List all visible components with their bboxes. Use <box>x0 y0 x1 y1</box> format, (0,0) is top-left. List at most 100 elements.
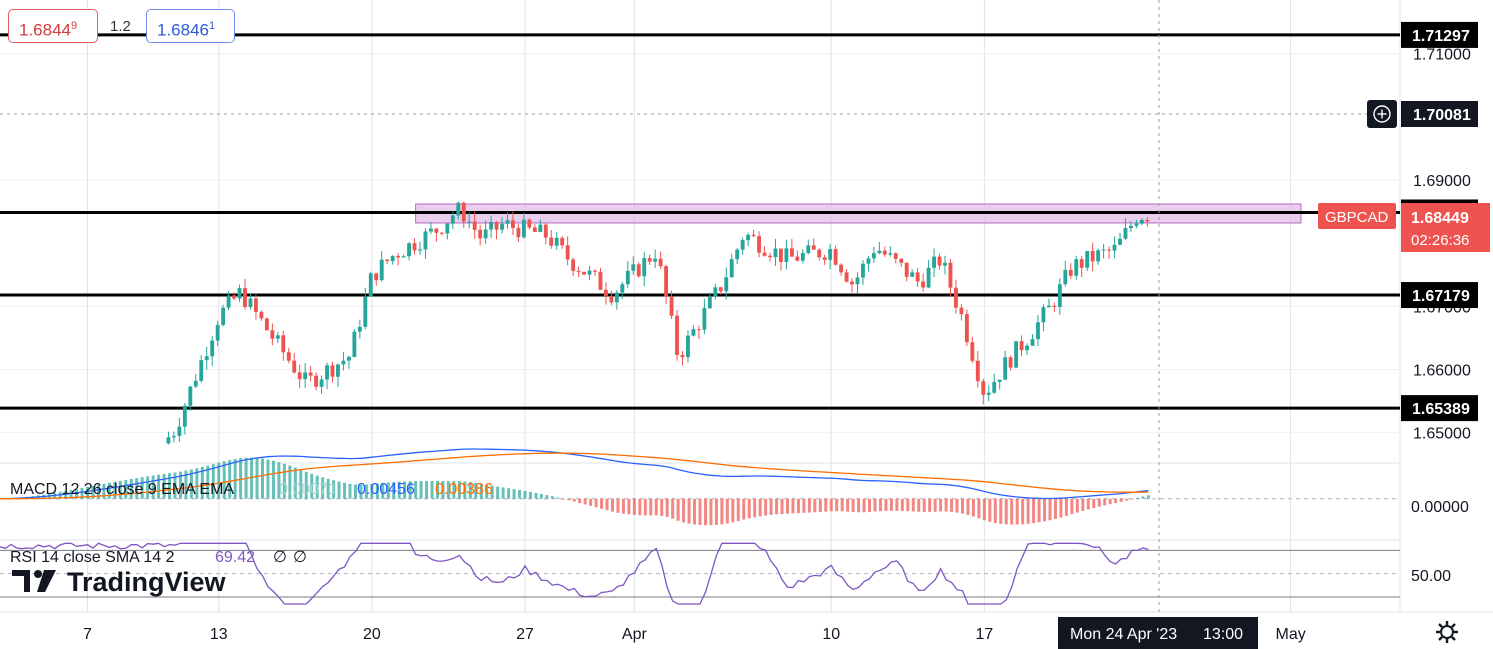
rsi-legend-label[interactable]: RSI 14 close SMA 14 2 <box>10 549 175 566</box>
add-alert-plus-icon[interactable] <box>1367 100 1397 128</box>
macd-histogram-bar <box>567 498 571 501</box>
macd-histogram-bar <box>889 498 893 511</box>
candle-down <box>839 264 844 273</box>
candle-up <box>1041 307 1046 323</box>
macd-histogram-bar <box>1064 498 1068 516</box>
macd-histogram-bar <box>96 484 100 499</box>
candle-down <box>314 375 319 387</box>
macd-histogram-bar <box>151 475 155 499</box>
macd-histogram-bar <box>835 498 839 512</box>
candle-down <box>959 307 964 315</box>
candle-down <box>981 381 986 395</box>
candle-up <box>325 365 329 380</box>
macd-histogram-bar <box>829 498 833 512</box>
macd-histogram-bar <box>310 473 314 499</box>
buy-price-button[interactable]: 1.68461 <box>146 9 235 43</box>
candle-up <box>1036 322 1040 340</box>
candle-down <box>921 281 926 288</box>
candle-up <box>1074 259 1079 276</box>
macd-histogram-bar <box>381 482 385 499</box>
candle-up <box>368 273 373 297</box>
candle-up <box>248 298 253 308</box>
spread-label: 1.2 <box>110 18 131 35</box>
macd-histogram-bar <box>917 498 921 512</box>
candle-up <box>614 292 619 303</box>
macd-histogram-bar <box>315 475 319 499</box>
macd-histogram-bar <box>780 498 784 515</box>
macd-histogram-bar <box>1015 498 1019 525</box>
macd-histogram-bar <box>496 486 500 499</box>
macd-line-value: 0.00456 <box>357 481 415 498</box>
candle-up <box>199 360 204 381</box>
time-tick-label: 20 <box>363 626 381 643</box>
candle-down <box>948 262 953 288</box>
macd-histogram-bar <box>446 481 450 499</box>
symbol-tag <box>1318 203 1396 229</box>
macd-histogram-bar <box>928 498 932 512</box>
macd-histogram-bar <box>75 488 79 499</box>
macd-histogram-bar <box>293 467 297 499</box>
macd-histogram-bar <box>654 498 658 516</box>
candle-up <box>888 253 893 255</box>
candle-up <box>729 259 734 278</box>
macd-histogram-bar <box>747 498 751 519</box>
candle-up <box>992 381 997 393</box>
macd-histogram-bar <box>162 473 166 499</box>
macd-histogram-bar <box>1114 498 1118 504</box>
macd-histogram-bar <box>1108 498 1112 505</box>
macd-histogram-bar <box>178 471 182 499</box>
candle-down <box>757 236 761 253</box>
macd-histogram-bar <box>157 474 161 499</box>
macd-histogram-bar <box>687 498 691 524</box>
candle-down <box>751 234 756 237</box>
macd-histogram-bar <box>86 486 89 499</box>
macd-histogram-bar <box>600 498 604 509</box>
chart-grid <box>0 0 1493 613</box>
candle-up <box>1063 269 1068 285</box>
macd-histogram-bar <box>878 498 882 512</box>
macd-histogram-bar <box>534 492 538 499</box>
candle-down <box>817 249 822 258</box>
candle-up <box>1025 345 1029 351</box>
macd-histogram-bar <box>589 498 593 506</box>
macd-histogram-bar <box>436 481 439 499</box>
candle-down <box>297 372 302 380</box>
macd-histogram-bar <box>1092 498 1096 508</box>
candle-up <box>631 264 636 271</box>
candle-down <box>1019 341 1024 351</box>
candle-up <box>500 223 504 230</box>
macd-histogram-bar <box>982 498 986 521</box>
candle-up <box>877 250 882 254</box>
macd-legend-label[interactable]: MACD 12 26 close 9 EMA EMA <box>10 481 234 498</box>
macd-histogram-bar <box>239 458 243 499</box>
candle-up <box>653 258 658 262</box>
macd-histogram-bar <box>1103 498 1107 506</box>
macd-histogram-bar <box>353 484 357 499</box>
candle-down <box>543 224 548 238</box>
gear-icon[interactable] <box>1436 621 1458 643</box>
level-price-label: 1.65389 <box>1412 401 1470 418</box>
candle-up <box>773 248 778 258</box>
candle-up <box>418 249 422 251</box>
candle-down <box>511 220 515 228</box>
macd-histogram-bar <box>228 460 232 499</box>
macd-histogram-bar <box>671 498 675 519</box>
macd-histogram-bar <box>392 482 396 499</box>
macd-histogram-bar <box>1032 498 1036 524</box>
candle-up <box>707 296 712 309</box>
macd-histogram-bar <box>714 498 718 525</box>
candle-up <box>713 287 718 297</box>
sell-price-button[interactable]: 1.68449 <box>8 9 98 43</box>
macd-histogram-bar <box>824 498 828 512</box>
candle-up <box>336 364 340 377</box>
candle-down <box>232 295 236 299</box>
candle-down <box>1090 251 1095 262</box>
macd-histogram-bar <box>1130 498 1134 500</box>
macd-histogram-bar <box>507 488 511 499</box>
macd-histogram-bar <box>682 498 686 523</box>
candle-up <box>303 372 308 380</box>
candle-up <box>166 437 171 444</box>
macd-histogram-bar <box>91 485 95 499</box>
candle-up <box>1014 341 1019 368</box>
